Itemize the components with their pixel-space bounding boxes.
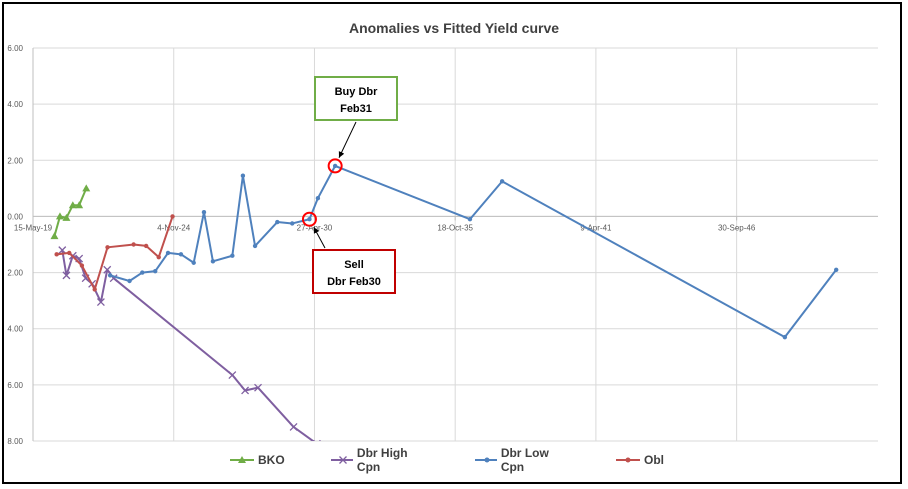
bko-point: [75, 201, 84, 209]
dbr-low-cpn-point: [210, 259, 216, 264]
legend-label-dbr-high-cpn: Dbr High Cpn: [356, 446, 408, 474]
bko-point: [62, 213, 71, 221]
chart-title: Anomalies vs Fitted Yield curve: [348, 20, 560, 36]
obl-point: [170, 214, 175, 219]
dbr-high-cpn-point: [228, 371, 237, 379]
dbr-high-cpn-point: [96, 298, 105, 307]
y-tick-label: 2.00: [7, 156, 23, 165]
legend-swatch-dbr-high-cpn: [330, 456, 353, 464]
dbr-low-cpn-point: [782, 334, 788, 340]
dbr-low-cpn-point: [240, 173, 246, 178]
chart-legend: BKO Dbr High Cpn Dbr Low Cpn Obl: [230, 446, 710, 474]
y-tick-label: 8.00: [7, 437, 23, 446]
legend-item-dbr-low-cpn: Dbr Low Cpn: [474, 446, 570, 474]
obl-point: [156, 254, 161, 260]
dbr-low-cpn-point: [499, 179, 505, 184]
legend-item-obl: Obl: [616, 453, 664, 467]
legend-swatch-obl: [616, 457, 640, 463]
obl-point: [54, 252, 59, 257]
y-tick-label: 2.00: [7, 269, 23, 278]
dbr-low-cpn-point: [153, 268, 158, 274]
buy-target-circle: [327, 158, 343, 174]
legend-marker: [625, 457, 631, 463]
y-tick-label: 0.00: [7, 212, 23, 221]
legend-item-bko: BKO: [230, 453, 285, 467]
dbr-low-cpn-point: [315, 195, 321, 201]
buy-annotation-arrow: [338, 121, 357, 158]
dbr-low-cpn-point: [191, 260, 196, 265]
x-tick-label: 18-Oct-35: [437, 223, 473, 232]
bko-point: [50, 232, 59, 240]
obl-point: [131, 242, 136, 247]
sell-annotation-arrow: [313, 226, 326, 249]
buy-annotation-line-1: Buy Dbr: [334, 86, 378, 98]
dbr-low-cpn-point: [230, 253, 235, 258]
legend-marker: [338, 456, 347, 464]
x-tick-label: 4-Nov-24: [157, 223, 190, 232]
series-dbr-low-cpn: [107, 163, 839, 340]
series-obl: [54, 214, 175, 292]
x-tick-label: 15-May-19: [14, 223, 53, 232]
dbr-low-cpn-point: [140, 270, 145, 275]
dbr-high-cpn-point: [103, 265, 112, 274]
legend-swatch-dbr-low-cpn: [474, 457, 497, 463]
dbr-low-cpn-point: [467, 217, 473, 222]
dbr-high-cpn-point: [289, 423, 298, 431]
dbr-low-cpn-point: [165, 250, 171, 256]
legend-item-dbr-high-cpn: Dbr High Cpn: [330, 446, 429, 474]
dbr-low-cpn-point: [332, 163, 338, 169]
dbr-low-cpn-point: [307, 217, 312, 222]
obl-point: [92, 287, 97, 292]
legend-marker: [238, 456, 246, 463]
buy-annotation-box: Buy Dbr Feb31: [314, 76, 398, 121]
sell-annotation-line-1: Sell: [344, 259, 364, 271]
buy-annotation-line-2: Feb31: [340, 103, 372, 115]
bko-line: [53, 187, 88, 237]
dbr-low-cpn-point: [201, 210, 207, 215]
series-bko: [50, 184, 91, 240]
legend-label-dbr-low-cpn: Dbr Low Cpn: [500, 446, 549, 474]
dbr-low-cpn-point: [290, 221, 295, 226]
legend-label-bko: BKO: [258, 453, 285, 467]
x-tick-label: 9-Apr-41: [580, 223, 612, 232]
dbr-high-cpn-point: [241, 386, 250, 395]
bko-point: [55, 212, 64, 220]
obl-point: [79, 263, 85, 268]
y-tick-label: 4.00: [7, 325, 23, 334]
dbr-high-cpn-point: [254, 383, 262, 392]
dbr-low-cpn-point: [107, 273, 113, 278]
y-tick-label: 6.00: [7, 381, 23, 390]
bko-point: [68, 201, 77, 209]
legend-swatch-bko: [230, 456, 254, 463]
y-tick-label: 6.00: [7, 44, 23, 53]
obl-point: [143, 243, 149, 249]
x-tick-label: 27-Apr-30: [297, 223, 333, 232]
dbr-low-cpn-point: [178, 252, 184, 257]
obl-point: [67, 250, 72, 256]
sell-annotation-box: Sell Dbr Feb30: [312, 249, 396, 294]
sell-annotation-line-2: Dbr Feb30: [327, 276, 381, 288]
y-tick-label: 4.00: [7, 100, 23, 109]
obl-point: [105, 245, 110, 250]
legend-marker: [484, 457, 490, 463]
dbr-low-cpn-point: [127, 278, 132, 284]
sell-target-circle: [301, 211, 317, 227]
legend-label-obl: Obl: [644, 453, 664, 467]
dbr-low-cpn-point: [275, 219, 280, 225]
x-tick-label: 30-Sep-46: [718, 223, 756, 232]
dbr-high-cpn-point: [62, 271, 71, 280]
bko-point: [82, 184, 91, 192]
dbr-low-cpn-point: [252, 243, 258, 249]
dbr-low-cpn-point: [834, 267, 839, 272]
